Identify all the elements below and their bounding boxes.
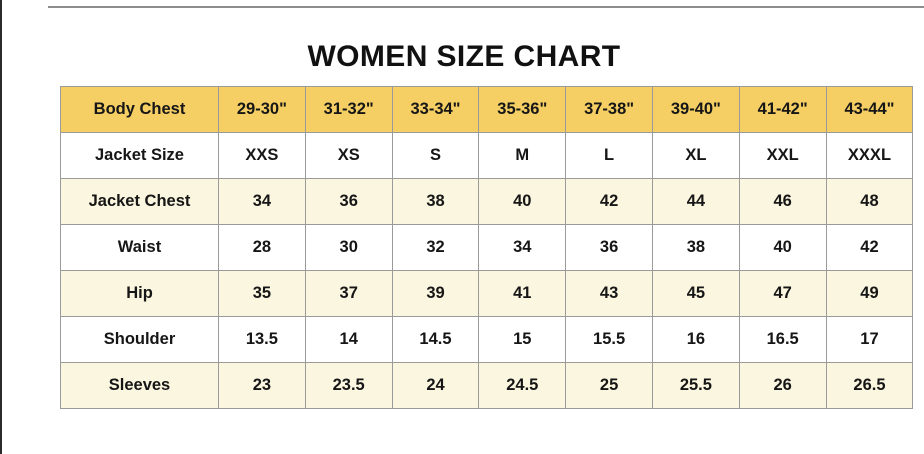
cell-jacket-chest-3: 38 [391,178,480,225]
cell-sleeves-7: 26 [738,362,827,409]
cell-waist-6: 38 [651,224,740,271]
cell-jacket-size-1: XXS [218,132,306,179]
cell-shoulder-6: 16 [651,316,740,363]
cell-hip-5: 43 [565,270,653,317]
cell-waist-4: 34 [478,224,567,271]
row-label-hip: Hip [60,270,219,317]
header-cell-chest-39-40: 39-40" [651,86,740,133]
cell-waist-2: 30 [304,224,393,271]
cell-jacket-size-3: S [391,132,480,179]
cell-jacket-chest-6: 44 [651,178,740,225]
cell-hip-4: 41 [478,270,567,317]
header-cell-chest-29-30: 29-30" [218,86,306,133]
cell-hip-6: 45 [651,270,740,317]
cell-hip-8: 49 [825,270,914,317]
cell-sleeves-2: 23.5 [304,362,393,409]
cell-jacket-chest-7: 46 [738,178,827,225]
cell-jacket-size-7: XXL [738,132,827,179]
cell-jacket-chest-5: 42 [565,178,653,225]
cell-jacket-size-4: M [478,132,567,179]
cell-shoulder-4: 15 [478,316,567,363]
cell-shoulder-8: 17 [825,316,914,363]
cell-jacket-size-6: XL [651,132,740,179]
cell-shoulder-5: 15.5 [565,316,653,363]
cell-waist-3: 32 [391,224,480,271]
cell-shoulder-1: 13.5 [218,316,306,363]
header-cell-chest-41-42: 41-42" [738,86,827,133]
cell-hip-2: 37 [304,270,393,317]
cell-jacket-size-2: XS [304,132,393,179]
cell-waist-7: 40 [738,224,827,271]
table-row: Waist 28 30 32 34 36 38 40 42 [60,224,914,271]
header-cell-body-chest: Body Chest [60,86,219,133]
cell-jacket-chest-2: 36 [304,178,393,225]
header-cell-chest-43-44: 43-44" [825,86,914,133]
row-label-shoulder: Shoulder [60,316,219,363]
header-cell-chest-35-36: 35-36" [478,86,567,133]
header-cell-chest-37-38: 37-38" [565,86,653,133]
cell-jacket-chest-1: 34 [218,178,306,225]
row-label-waist: Waist [60,224,219,271]
table-row: Sleeves 23 23.5 24 24.5 25 25.5 26 26.5 [60,362,914,409]
cell-shoulder-2: 14 [304,316,393,363]
cell-sleeves-4: 24.5 [478,362,567,409]
cell-shoulder-3: 14.5 [391,316,480,363]
cell-jacket-chest-8: 48 [825,178,914,225]
cell-waist-8: 42 [825,224,914,271]
size-chart-table: Body Chest 29-30" 31-32" 33-34" 35-36" 3… [60,86,914,409]
table-header: Body Chest 29-30" 31-32" 33-34" 35-36" 3… [60,86,914,133]
cell-hip-7: 47 [738,270,827,317]
cell-waist-1: 28 [218,224,306,271]
table-row: Jacket Size XXS XS S M L XL XXL XXXL [60,132,914,179]
table-row: Jacket Chest 34 36 38 40 42 44 46 48 [60,178,914,225]
cell-jacket-size-5: L [565,132,653,179]
table-row: Shoulder 13.5 14 14.5 15 15.5 16 16.5 17 [60,316,914,363]
row-label-sleeves: Sleeves [60,362,219,409]
table-row: Hip 35 37 39 41 43 45 47 49 [60,270,914,317]
cell-sleeves-6: 25.5 [651,362,740,409]
cell-waist-5: 36 [565,224,653,271]
top-divider-rule [48,6,924,8]
cell-sleeves-5: 25 [565,362,653,409]
row-label-jacket-size: Jacket Size [60,132,219,179]
cell-shoulder-7: 16.5 [738,316,827,363]
cell-hip-3: 39 [391,270,480,317]
cell-jacket-chest-4: 40 [478,178,567,225]
table-body: Jacket Size XXS XS S M L XL XXL XXXL Jac… [60,132,914,409]
cell-jacket-size-8: XXXL [825,132,914,179]
header-cell-chest-31-32: 31-32" [304,86,393,133]
page-title: WOMEN SIZE CHART [307,40,621,73]
header-row: Body Chest 29-30" 31-32" 33-34" 35-36" 3… [60,86,914,133]
cell-hip-1: 35 [218,270,306,317]
row-label-jacket-chest: Jacket Chest [60,178,219,225]
header-cell-chest-33-34: 33-34" [391,86,480,133]
cell-sleeves-1: 23 [218,362,306,409]
cell-sleeves-3: 24 [391,362,480,409]
cell-sleeves-8: 26.5 [825,362,914,409]
